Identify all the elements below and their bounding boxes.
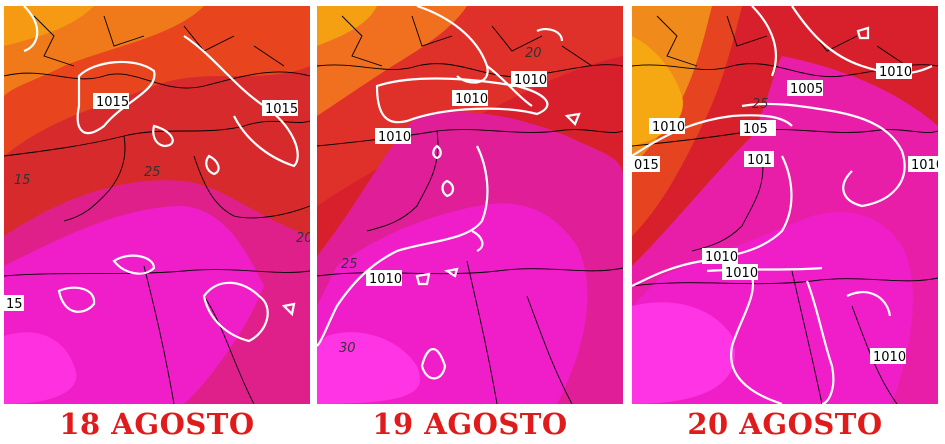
svg-text:1010: 1010 — [514, 73, 547, 88]
svg-text:1015: 1015 — [96, 95, 129, 110]
svg-text:1005: 1005 — [790, 82, 823, 97]
isobar-label: 1010 — [722, 264, 758, 281]
temperature-label: 25 — [752, 97, 769, 112]
temperature-pressure-map: 1010 1010 1010 1010 25 30 20 — [317, 6, 623, 404]
isobar-label: 1015 — [262, 100, 298, 117]
svg-text:1010: 1010 — [652, 120, 685, 135]
date-caption: 20 AGOSTO — [687, 407, 883, 441]
map-panel-18-agosto: 1015 1015 15 25 15 20 — [4, 6, 310, 404]
temperature-label: 25 — [341, 257, 358, 272]
temperature-label: 20 — [525, 46, 542, 61]
svg-text:1010: 1010 — [911, 158, 938, 173]
map-panel-19-agosto: 1010 1010 1010 1010 25 30 20 — [317, 6, 623, 404]
isobar-label: 1010 — [649, 118, 685, 135]
isobar-label: 1005 — [787, 80, 823, 97]
svg-text:1010: 1010 — [705, 250, 738, 265]
svg-text:1010: 1010 — [873, 350, 906, 365]
svg-text:1010: 1010 — [369, 272, 402, 287]
isobar-label: 1015 — [93, 93, 129, 110]
svg-text:105: 105 — [743, 122, 768, 137]
temperature-label: 25 — [144, 165, 161, 180]
isobar-label: 1010 — [702, 248, 738, 265]
temperature-label: 15 — [14, 173, 31, 188]
temperature-label: 20 — [296, 231, 310, 246]
svg-text:015: 015 — [634, 158, 659, 173]
svg-text:1010: 1010 — [455, 92, 488, 107]
isobar-label: 015 — [632, 156, 660, 173]
isobar-label: 1010 — [876, 63, 912, 80]
isobar-label: 1010 — [366, 270, 402, 287]
date-caption: 19 AGOSTO — [372, 407, 568, 441]
date-caption: 18 AGOSTO — [59, 407, 255, 441]
svg-text:1010: 1010 — [879, 65, 912, 80]
isobar-label: 105 — [740, 120, 776, 137]
isobar-label: 1010 — [908, 156, 938, 173]
isobar-label: 15 — [4, 295, 24, 312]
svg-text:1015: 1015 — [265, 102, 298, 117]
svg-text:101: 101 — [747, 153, 772, 168]
isobar-label: 101 — [744, 151, 774, 168]
svg-text:15: 15 — [6, 297, 23, 312]
svg-text:1010: 1010 — [725, 266, 758, 281]
isobar-label: 1010 — [870, 348, 906, 365]
temperature-label: 30 — [339, 341, 356, 356]
temperature-pressure-map: 1015 1015 15 25 15 20 — [4, 6, 310, 404]
svg-text:1010: 1010 — [378, 130, 411, 145]
isobar-label: 1010 — [511, 71, 547, 88]
isobar-label: 1010 — [452, 90, 488, 107]
map-panel-20-agosto: 1005 1010 1010 105 015 101 — [632, 6, 938, 404]
isobar-label: 1010 — [375, 128, 411, 145]
temperature-pressure-map: 1005 1010 1010 105 015 101 — [632, 6, 938, 404]
